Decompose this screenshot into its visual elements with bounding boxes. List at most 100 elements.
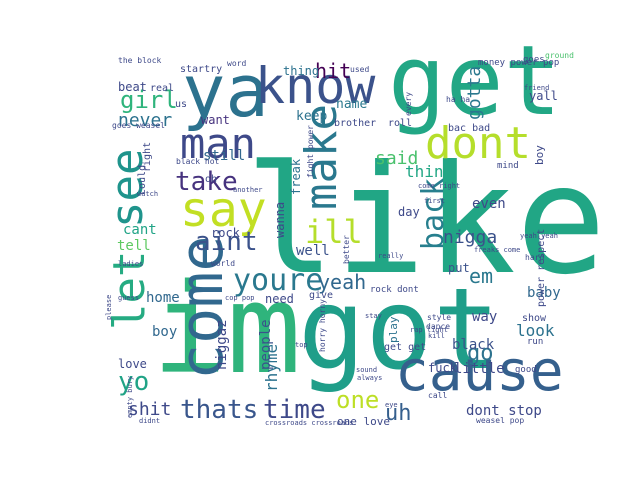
- cloud-word-style: style: [427, 313, 451, 322]
- cloud-word-get-get: get get: [384, 342, 426, 353]
- cloud-word-ground: ground: [545, 51, 574, 60]
- cloud-word-always: always: [357, 374, 382, 382]
- cloud-word-im: im: [152, 258, 301, 402]
- cloud-word-come: come: [167, 236, 237, 381]
- cloud-word-power-respect: power respect: [536, 229, 547, 307]
- cloud-word-need: need: [265, 292, 294, 306]
- cloud-word-see: see: [102, 149, 153, 228]
- cloud-word-show: show: [522, 313, 547, 324]
- cloud-word-startry: startry: [180, 64, 222, 75]
- cloud-word-get: get: [388, 25, 561, 137]
- cloud-word-rock: rock: [211, 226, 241, 240]
- cloud-word-every: every: [404, 92, 413, 116]
- cloud-word-ladies: ladies: [118, 260, 143, 268]
- cloud-word-beat: beat: [118, 80, 147, 94]
- cloud-word-kill: kill: [428, 332, 445, 340]
- cloud-word-make: make: [296, 104, 347, 210]
- cloud-word-said: said: [375, 148, 418, 169]
- cloud-word-know: know: [255, 57, 376, 115]
- cloud-word-even: even: [472, 196, 506, 212]
- cloud-word-ha-ha: ha ha: [446, 95, 470, 104]
- cloud-word-sound: sound: [356, 366, 377, 374]
- cloud-word-guess: guess: [118, 294, 139, 302]
- cloud-word-love: love: [118, 357, 147, 371]
- cloud-word-cant: cant: [123, 222, 157, 238]
- cloud-word-fuck: fuck: [428, 361, 458, 375]
- cloud-word-rhyme: rhyme: [262, 344, 281, 392]
- cloud-word-hard: hard: [525, 253, 544, 262]
- cloud-word-yo: yo: [118, 367, 149, 397]
- cloud-word-niggaz: niggaz: [214, 319, 230, 370]
- cloud-word-never: never: [118, 110, 172, 131]
- cloud-word-run: run: [527, 337, 543, 347]
- cloud-word-black: black: [452, 337, 495, 353]
- cloud-word-uh: uh: [385, 401, 412, 426]
- cloud-word-better: better: [342, 235, 351, 264]
- cloud-word-dont: dont: [425, 118, 531, 169]
- cloud-word-the-block: the block: [118, 56, 162, 65]
- cloud-word-keep: keep: [296, 109, 327, 124]
- cloud-word-way: way: [472, 309, 497, 325]
- cloud-word-give: give: [309, 290, 333, 301]
- cloud-word-ya: ya: [182, 49, 269, 133]
- cloud-word-let: let: [104, 251, 155, 330]
- cloud-word-want: want: [201, 113, 230, 127]
- cloud-word-thats: thats: [180, 395, 258, 425]
- cloud-word-used: used: [350, 65, 369, 74]
- cloud-word-eye: eye: [385, 401, 398, 409]
- cloud-word-right: right: [142, 142, 153, 172]
- cloud-word-oh: oh: [205, 174, 217, 185]
- cloud-word-mind: mind: [497, 161, 519, 171]
- cloud-word-shit: shit: [128, 399, 171, 420]
- cloud-word-rock-dont: rock dont: [370, 285, 419, 295]
- cloud-word-yeah-yeah: yeah yeah: [520, 232, 558, 240]
- cloud-word-day: day: [398, 205, 420, 219]
- cloud-word-time: time: [263, 395, 326, 425]
- cloud-word-one: one: [336, 386, 379, 414]
- cloud-word-back: back: [416, 178, 451, 250]
- cloud-word-please: please: [105, 295, 113, 320]
- cloud-word-ill: ill: [305, 213, 363, 251]
- cloud-word-go: go: [467, 341, 494, 366]
- cloud-word-one-love: one love: [337, 415, 390, 428]
- cloud-word-good: good: [515, 365, 537, 375]
- cloud-word-got: got: [298, 265, 500, 395]
- cloud-word-boy: boy: [152, 324, 177, 340]
- cloud-word-money-power-pop: money power pop: [478, 58, 559, 68]
- cloud-word-man: man: [180, 119, 256, 168]
- cloud-word-cop-pop: cop pop: [225, 294, 255, 302]
- cloud-word-goes: goes: [523, 55, 545, 65]
- cloud-word-think: think: [405, 162, 454, 181]
- cloud-word-well: well: [296, 243, 330, 259]
- cloud-word-nigga: nigga: [443, 227, 497, 248]
- cloud-word-word: word: [227, 59, 246, 68]
- cloud-word-cause: cause: [395, 339, 564, 404]
- cloud-word-play: play: [387, 316, 400, 343]
- cloud-word-come-right: come right: [418, 182, 460, 190]
- cloud-word-em: em: [469, 264, 493, 288]
- cloud-word-another: another: [233, 186, 263, 194]
- cloud-word-watch: watch: [137, 190, 158, 198]
- cloud-word-gotta: gotta: [464, 66, 485, 120]
- cloud-word-look: look: [516, 321, 555, 340]
- cloud-word-take: take: [175, 167, 238, 197]
- cloud-word-horry-horny: horry horny: [318, 299, 327, 352]
- cloud-word-real: real: [150, 83, 174, 94]
- cloud-word-black-hot: black hot: [176, 157, 220, 166]
- cloud-word-friend: friend: [524, 84, 549, 92]
- cloud-word-say: say: [180, 182, 267, 238]
- cloud-word-top: top: [295, 341, 308, 349]
- cloud-word-call: call: [428, 391, 447, 400]
- cloud-word-freak: freak: [289, 158, 303, 195]
- cloud-word-us: us: [175, 99, 187, 110]
- cloud-word-stay: stay: [365, 312, 382, 320]
- cloud-word-boy: boy: [533, 145, 546, 165]
- cloud-word-wanna: wanna: [273, 202, 287, 238]
- cloud-word-yeah: yeah: [318, 270, 366, 294]
- cloud-word-world: world: [211, 259, 235, 268]
- cloud-word-didnt: didnt: [139, 417, 160, 425]
- cloud-word-fight-power: fight power: [306, 125, 315, 178]
- cloud-word-crossroads-crossroads: crossroads crossroads: [265, 419, 354, 427]
